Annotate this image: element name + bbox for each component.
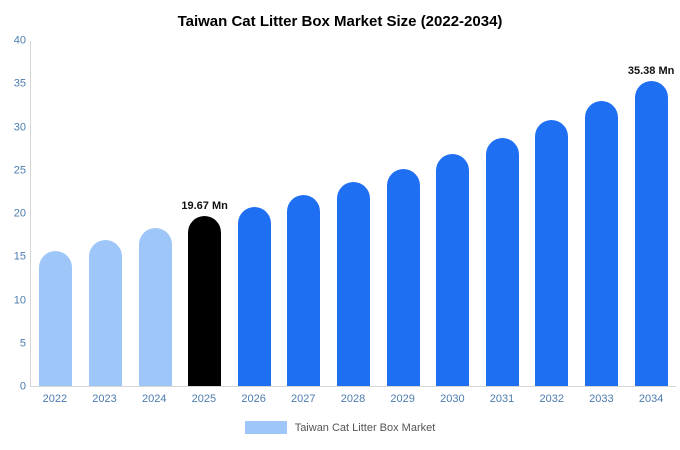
y-axis: 0 5 10 15 20 25 30 35 40 [6, 35, 30, 392]
bar-cell-2028 [329, 41, 379, 386]
chart-title: Taiwan Cat Litter Box Market Size (2022-… [177, 13, 503, 30]
bar-cell-2025: 19.67 Mn [180, 41, 230, 386]
bar-cell-2027 [279, 41, 329, 386]
x-tick-label-2033: 2033 [589, 393, 614, 405]
x-tick-label-2023: 2023 [92, 393, 117, 405]
y-tick-label: 35 [13, 77, 26, 90]
x-tick-label-2030: 2030 [440, 393, 465, 405]
bar-cell-2032 [527, 41, 577, 386]
y-tick-label: 15 [13, 250, 26, 263]
chart-body: 0 5 10 15 20 25 30 35 40 19.67 Mn 35.38 Mn [6, 35, 676, 392]
y-tick-label: 30 [13, 121, 26, 133]
bar-2023[interactable] [88, 240, 122, 386]
legend[interactable]: Taiwan Cat Litter Box Market [0, 421, 680, 434]
legend-label: Taiwan Cat Litter Box Market [294, 421, 436, 434]
bar-cell-2030 [428, 41, 478, 386]
x-tick-label-2022: 2022 [42, 393, 68, 405]
x-tick-label-2024: 2024 [141, 393, 167, 405]
bar-2028[interactable] [336, 182, 370, 386]
x-axis: 2022 2023 2024 2025 2026 2027 2028 2029 2030 2031… [30, 393, 676, 405]
bar-cell-2033 [577, 41, 627, 386]
bar-cell-2024 [130, 41, 180, 386]
x-tick-label-2026: 2026 [241, 393, 266, 405]
x-tick-label-2034: 2034 [638, 393, 664, 405]
x-tick-label-2032: 2032 [539, 393, 564, 405]
bar-value-label: 19.67 Mn [181, 200, 228, 213]
bar-cell-2026 [229, 41, 279, 386]
y-tick-label: 25 [13, 164, 26, 177]
y-tick-label: 0 [19, 380, 26, 393]
y-tick-label: 10 [13, 294, 26, 306]
bar-2022[interactable] [39, 250, 73, 386]
plot-area: 19.67 Mn 35.38 Mn [30, 41, 676, 387]
bar-2026[interactable] [237, 206, 271, 386]
bar-cell-2034: 35.38 Mn [626, 41, 676, 386]
legend-swatch [244, 421, 287, 434]
bar-2024[interactable] [138, 228, 172, 386]
bar-2033[interactable] [585, 101, 618, 386]
bar-value-label: 35.38 Mn [627, 64, 675, 77]
bar-2029[interactable] [386, 168, 420, 386]
y-tick-label: 20 [13, 207, 26, 220]
bar-2034[interactable] [634, 80, 668, 386]
y-tick-label: 5 [19, 337, 26, 350]
bar-2031[interactable] [485, 137, 519, 386]
y-tick-label: 40 [13, 34, 26, 47]
bar-cell-2022 [31, 41, 81, 386]
x-tick-label-2031: 2031 [489, 393, 515, 405]
x-tick-label-2025: 2025 [191, 393, 217, 405]
x-tick-label-2027: 2027 [291, 393, 316, 405]
bar-2032[interactable] [535, 120, 569, 386]
x-tick-label-2029: 2029 [390, 393, 415, 405]
bar-cell-2023 [81, 41, 131, 386]
bar-2030[interactable] [436, 154, 470, 386]
bar-2025[interactable] [188, 216, 222, 386]
bar-2027[interactable] [287, 195, 321, 386]
x-tick-label-2028: 2028 [340, 393, 366, 405]
bar-cell-2031 [477, 41, 527, 386]
bar-cell-2029 [378, 41, 428, 386]
